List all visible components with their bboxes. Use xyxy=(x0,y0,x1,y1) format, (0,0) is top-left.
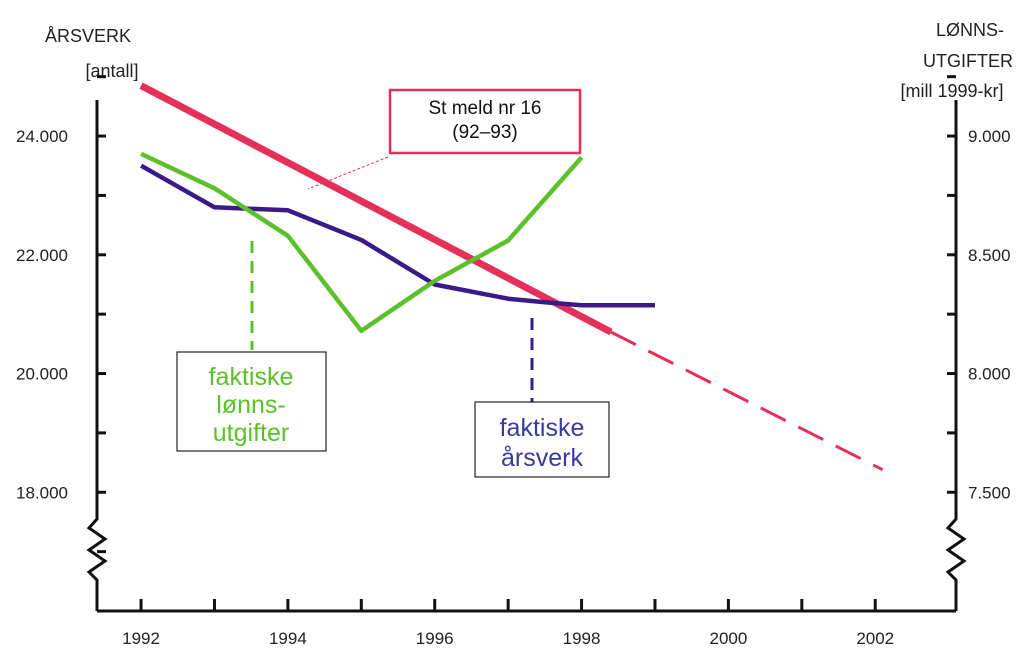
x-tick-label: 1996 xyxy=(416,629,454,648)
series-line-0 xyxy=(139,82,613,336)
x-tick-label: 2000 xyxy=(709,629,747,648)
plan-note-line2: (92–93) xyxy=(452,122,518,143)
wage-note-line3: utgifter xyxy=(213,419,289,447)
plan-note-box xyxy=(388,88,582,155)
x-tick-label: 1998 xyxy=(563,629,601,648)
personyear-note-line1: faktiske xyxy=(500,414,585,442)
right-axis-line xyxy=(945,100,967,611)
right-tick-label: 9.000 xyxy=(968,127,1011,146)
axes xyxy=(86,100,967,613)
x-tick-label: 1994 xyxy=(269,629,307,648)
left-tick-label: 22.000 xyxy=(16,246,68,265)
series-line-2 xyxy=(139,163,655,308)
series-line-3 xyxy=(140,151,584,334)
personyear-note-line2: årsverk xyxy=(501,444,583,472)
personyear-note: faktiske årsverk xyxy=(474,401,610,478)
plan-note: St meld nr 16 (92–93) xyxy=(388,88,582,155)
right-axis-title-line1: LØNNS- xyxy=(936,20,1004,40)
left-tick-label: 18.000 xyxy=(16,483,68,502)
left-axis-title-line1: ÅRSVERK xyxy=(45,26,131,46)
left-axis-title-line2: [antall] xyxy=(85,61,138,81)
x-axis-ticks: 1992 1994 1996 1998 2000 2002 xyxy=(122,599,894,648)
wage-note-line2: lønns- xyxy=(216,391,285,419)
series-layer xyxy=(139,82,884,472)
x-tick-label: 2002 xyxy=(856,629,894,648)
series-line-1 xyxy=(610,330,884,472)
x-tick-label: 1992 xyxy=(122,629,160,648)
plan-note-connector xyxy=(307,156,389,190)
left-axis-line xyxy=(86,100,108,611)
left-axis-ticks: 18.000 20.000 22.000 24.000 xyxy=(16,75,106,554)
right-axis-title-line3: [mill 1999-kr] xyxy=(900,81,1003,101)
left-tick-label: 24.000 xyxy=(16,127,68,146)
wage-note-line1: faktiske xyxy=(209,363,294,391)
annotation-connectors xyxy=(250,156,534,402)
right-tick-label: 8.500 xyxy=(968,246,1011,265)
right-axis-title-line2: UTGIFTER xyxy=(923,51,1013,71)
wage-note-box xyxy=(176,351,327,452)
right-tick-label: 8.000 xyxy=(968,365,1011,384)
right-tick-label: 7.500 xyxy=(968,483,1011,502)
wage-note: faktiske lønns- utgifter xyxy=(176,351,327,452)
personyear-note-box xyxy=(474,401,610,478)
left-tick-label: 20.000 xyxy=(16,365,68,384)
plan-note-line1: St meld nr 16 xyxy=(429,98,542,119)
right-axis-ticks: 7.500 8.000 8.500 9.000 xyxy=(947,75,1011,502)
